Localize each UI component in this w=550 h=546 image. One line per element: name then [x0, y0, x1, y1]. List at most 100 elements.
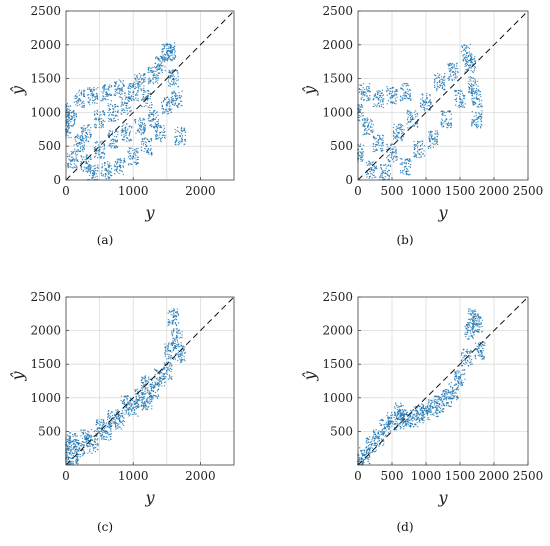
scatter-point — [162, 108, 165, 110]
scatter-point — [360, 115, 362, 117]
scatter-point — [119, 169, 121, 172]
scatter-point — [75, 104, 77, 106]
scatter-point — [169, 55, 171, 57]
scatter-point — [169, 57, 171, 60]
scatter-point — [144, 91, 147, 93]
scatter-point — [416, 142, 419, 145]
scatter-point — [159, 126, 161, 128]
scatter-point — [145, 145, 148, 148]
scatter-point — [473, 87, 475, 90]
scatter-point — [137, 156, 139, 158]
scatter-point — [124, 413, 126, 416]
scatter-point — [125, 412, 127, 414]
scatter-point — [95, 173, 98, 175]
scatter-point — [115, 136, 118, 138]
scatter-point — [134, 390, 136, 393]
scatter-point — [107, 171, 110, 173]
scatter-point — [107, 95, 109, 97]
scatter-point — [403, 92, 405, 94]
scatter-point — [89, 172, 92, 174]
scatter-point — [460, 104, 463, 106]
scatter-point — [143, 128, 145, 130]
scatter-point — [436, 132, 439, 134]
scatter-point — [73, 101, 75, 103]
scatter-point — [67, 118, 69, 120]
scatter-point — [180, 342, 182, 344]
scatter-point — [138, 83, 140, 86]
scatter-point — [151, 408, 153, 410]
scatter-point — [127, 128, 129, 130]
scatter-point — [367, 451, 370, 453]
scatter-point — [174, 56, 177, 58]
scatter-point — [396, 89, 398, 91]
scatter-point — [176, 343, 178, 346]
scatter-point — [82, 140, 84, 142]
scatter-point — [137, 162, 140, 164]
scatter-point — [101, 121, 103, 123]
scatter-point — [161, 107, 163, 110]
scatter-point — [104, 169, 106, 171]
scatter-point — [107, 416, 109, 418]
scatter-point — [128, 404, 131, 406]
scatter-point — [142, 385, 144, 387]
scatter-point — [407, 82, 409, 85]
scatter-point — [93, 146, 96, 149]
scatter-point — [471, 100, 473, 102]
scatter-point — [395, 155, 398, 158]
scatter-point — [68, 437, 71, 440]
scatter-point — [103, 143, 105, 145]
scatter-point — [406, 84, 408, 86]
scatter-point — [159, 68, 161, 70]
scatter-point — [80, 138, 82, 141]
scatter-point — [454, 76, 456, 79]
scatter-point — [121, 410, 124, 412]
scatter-point — [157, 388, 160, 391]
scatter-point — [75, 458, 78, 460]
scatter-point — [82, 449, 85, 451]
scatter-point — [140, 88, 142, 90]
scatter-point — [143, 85, 145, 87]
scatter-point — [360, 84, 362, 86]
scatter-point — [426, 92, 428, 95]
scatter-point — [169, 377, 171, 379]
scatter-point — [471, 56, 473, 58]
scatter-point — [445, 118, 448, 121]
y-tick-label: 2500 — [322, 4, 353, 18]
scatter-point — [180, 359, 182, 361]
scatter-point — [374, 149, 377, 151]
scatter-point — [428, 140, 431, 143]
scatter-point — [170, 98, 173, 100]
scatter-point — [475, 114, 477, 117]
scatter-point — [367, 118, 369, 121]
scatter-point — [107, 87, 110, 90]
scatter-point — [87, 136, 89, 138]
scatter-point — [382, 171, 384, 173]
scatter-point — [392, 148, 394, 151]
scatter-point — [101, 434, 103, 437]
scatter-point — [93, 95, 95, 97]
scatter-point — [434, 139, 436, 141]
scatter-point — [369, 126, 372, 128]
scatter-point — [122, 400, 125, 402]
scatter-point — [173, 318, 176, 321]
scatter-point — [128, 402, 130, 404]
scatter-point — [377, 144, 379, 146]
scatter-point — [171, 376, 173, 378]
scatter-point — [80, 92, 83, 94]
scatter-point — [74, 452, 76, 454]
scatter-point — [167, 75, 170, 77]
scatter-point — [134, 81, 136, 83]
scatter-point — [163, 376, 165, 378]
scatter-point — [370, 163, 372, 165]
scatter-point — [97, 427, 99, 429]
scatter-point — [408, 97, 411, 99]
scatter-point — [151, 154, 153, 156]
scatter-point — [364, 455, 366, 457]
scatter-point — [162, 48, 165, 50]
scatter-point — [135, 155, 137, 157]
scatter-point — [390, 92, 392, 95]
scatter-point — [68, 125, 71, 127]
scatter-point — [142, 144, 144, 146]
scatter-point — [66, 131, 68, 134]
scatter-point — [139, 127, 141, 129]
